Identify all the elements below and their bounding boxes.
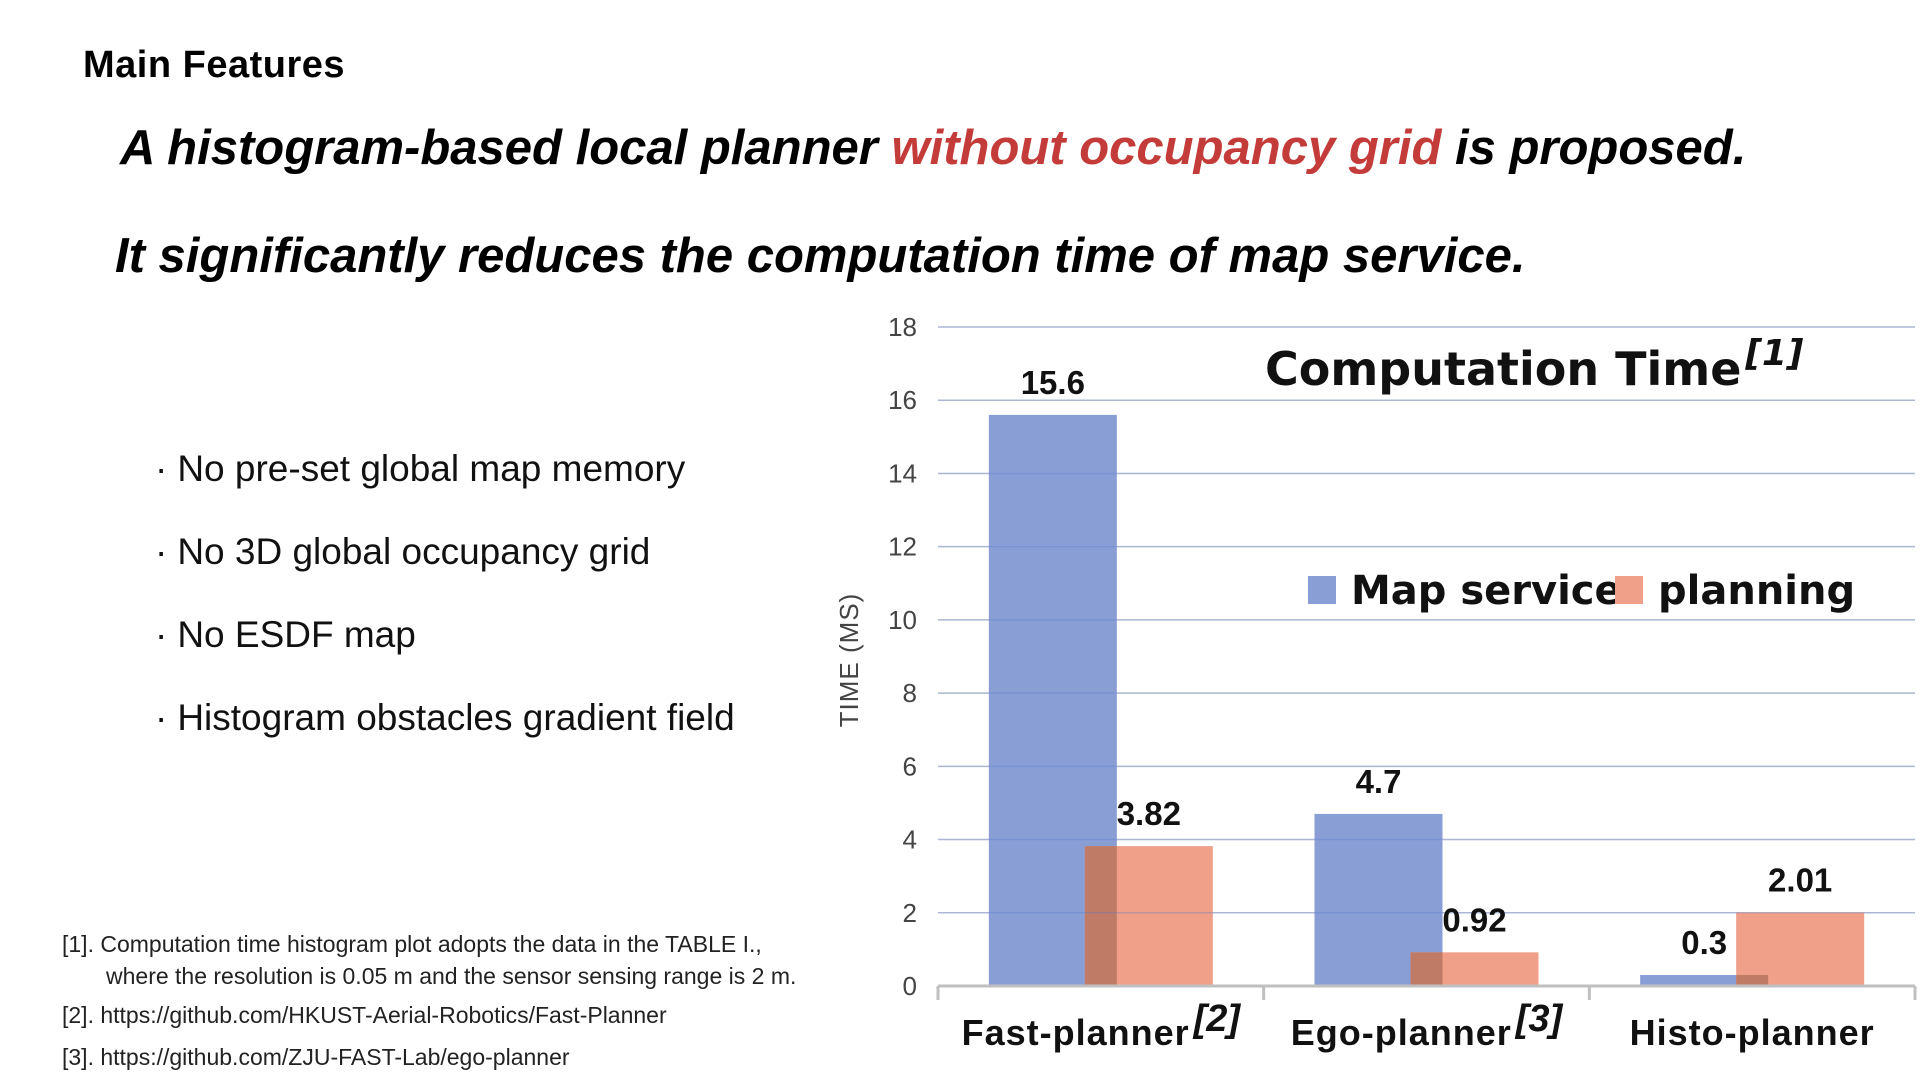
- headline-secondary: It significantly reduces the computation…: [115, 229, 1526, 283]
- bar-planning: [1736, 912, 1865, 986]
- headline-highlight: without occupancy grid: [891, 121, 1442, 175]
- legend-label-planning: planning: [1658, 568, 1855, 614]
- legend: Map service planning: [1308, 568, 1855, 614]
- category-name: Ego-planner: [1291, 1012, 1512, 1053]
- headline-main: A histogram-based local planner without …: [120, 120, 1746, 176]
- category-label: Fast-planner [2]: [962, 998, 1242, 1053]
- bar-overlap: [1410, 952, 1443, 986]
- y-tick-label: 12: [888, 532, 917, 562]
- feature-text: No 3D global occupancy grid: [177, 531, 651, 572]
- category-label: Ego-planner [3]: [1291, 998, 1564, 1053]
- y-tick-label: 2: [903, 898, 917, 928]
- feature-text: No ESDF map: [177, 614, 416, 655]
- legend-swatch-map-service: [1308, 576, 1336, 604]
- category-name: Histo-planner: [1630, 1012, 1875, 1053]
- bar-overlap: [1736, 975, 1769, 986]
- feature-item: · No ESDF map: [155, 611, 735, 694]
- y-tick-label: 0: [903, 971, 917, 1001]
- data-label: 4.7: [1356, 763, 1402, 800]
- feature-item: · No pre-set global map memory: [155, 445, 735, 528]
- data-label: 0.3: [1681, 924, 1727, 961]
- feature-item: · No 3D global occupancy grid: [155, 528, 735, 611]
- y-tick-label: 16: [888, 385, 917, 415]
- y-tick-label: 6: [903, 751, 917, 781]
- bars: [988, 414, 1865, 986]
- reference-2-link[interactable]: [2]. https://github.com/HKUST-Aerial-Rob…: [62, 1002, 667, 1028]
- y-axis-label: TIME (MS): [834, 593, 864, 728]
- headline-main-start: A histogram-based local planner: [120, 121, 892, 175]
- bar-map-service: [1640, 975, 1769, 986]
- data-label: 15.6: [1021, 364, 1085, 401]
- bullet-glyph: ·: [155, 614, 168, 655]
- bar-overlap: [1084, 846, 1117, 986]
- data-label: 3.82: [1117, 795, 1181, 832]
- y-tick-label: 10: [888, 605, 917, 635]
- category-ref: [2]: [1193, 998, 1242, 1040]
- axes: [936, 326, 1917, 1000]
- chart-title-ref: [1]: [1744, 333, 1804, 374]
- category-label: Histo-planner: [1630, 1012, 1875, 1053]
- feature-text: No pre-set global map memory: [177, 448, 686, 489]
- reference-3-link[interactable]: [3]. https://github.com/ZJU-FAST-Lab/ego…: [62, 1044, 570, 1070]
- y-tick-label: 18: [888, 312, 917, 342]
- category-name: Fast-planner: [962, 1012, 1190, 1053]
- chart-labels: 0 2 4 6 8 10 12 14 16 18 15.6 3.82 Fast-planner [2] 4.…: [888, 312, 1875, 1053]
- feature-text: Histogram obstacles gradient field: [177, 697, 735, 738]
- bullet-glyph: ·: [155, 448, 168, 489]
- legend-label-map-service: Map service: [1351, 568, 1622, 614]
- category-ref: [3]: [1515, 998, 1564, 1040]
- reference-1-continued: where the resolution is 0.05 m and the s…: [106, 963, 797, 989]
- data-label: 0.92: [1442, 901, 1506, 938]
- y-tick-label: 14: [888, 458, 917, 488]
- y-tick-label: 4: [903, 825, 917, 855]
- feature-item: · Histogram obstacles gradient field: [155, 694, 735, 777]
- y-tick-label: 8: [903, 678, 917, 708]
- slide-heading: Main Features: [83, 44, 346, 86]
- chart-title-text: Computation Time: [1265, 342, 1741, 396]
- chart-title: Computation Time [1]: [1265, 333, 1804, 396]
- reference-1: [1]. Computation time histogram plot ado…: [62, 931, 762, 957]
- bullet-glyph: ·: [155, 697, 168, 738]
- references-list: [1]. Computation time histogram plot ado…: [62, 928, 796, 1072]
- feature-list: · No pre-set global map memory · No 3D glo…: [155, 445, 735, 777]
- headline-main-end: is proposed.: [1441, 121, 1747, 175]
- data-label: 2.01: [1768, 861, 1832, 898]
- bullet-glyph: ·: [155, 531, 168, 572]
- legend-swatch-planning: [1615, 576, 1643, 604]
